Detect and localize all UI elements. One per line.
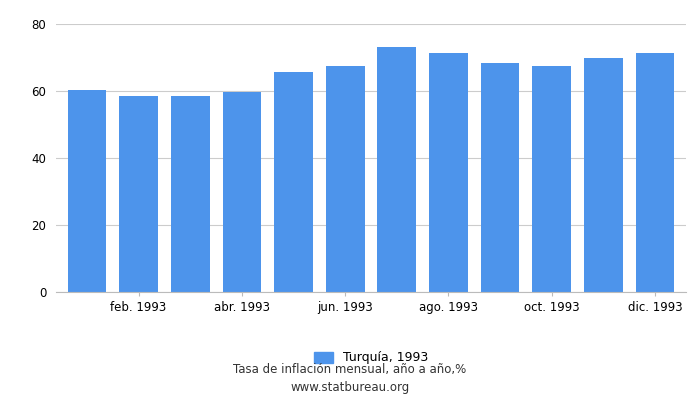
- Bar: [68, 90, 106, 292]
- Bar: [171, 96, 209, 292]
- Legend: Turquía, 1993: Turquía, 1993: [309, 346, 433, 370]
- Bar: [636, 54, 674, 292]
- Bar: [377, 47, 416, 292]
- Bar: [119, 96, 158, 292]
- Bar: [481, 62, 519, 292]
- Bar: [584, 58, 623, 292]
- Bar: [429, 53, 468, 292]
- Bar: [326, 66, 365, 292]
- Bar: [223, 92, 261, 292]
- Bar: [533, 66, 571, 292]
- Bar: [274, 72, 313, 292]
- Text: www.statbureau.org: www.statbureau.org: [290, 382, 410, 394]
- Text: Tasa de inflación mensual, año a año,%: Tasa de inflación mensual, año a año,%: [233, 364, 467, 376]
